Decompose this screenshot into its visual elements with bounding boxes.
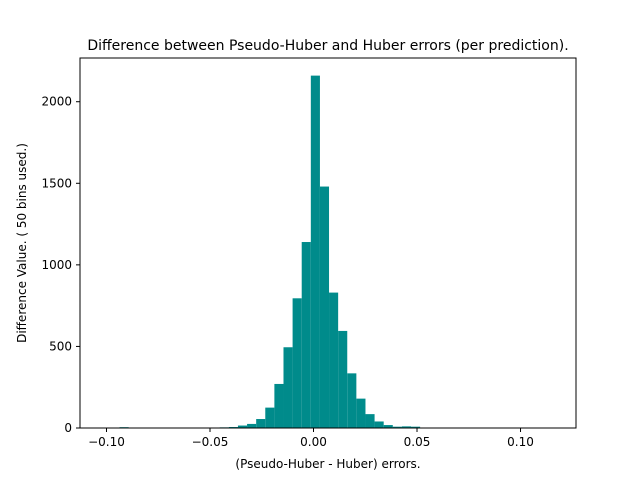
histogram-bar-27 bbox=[347, 373, 357, 428]
x-tick-label: −0.10 bbox=[88, 435, 125, 449]
histogram-bar-17 bbox=[256, 419, 266, 428]
x-tick-label: 0.00 bbox=[300, 435, 327, 449]
y-tick-label: 1000 bbox=[41, 258, 72, 272]
histogram-bar-20 bbox=[283, 347, 293, 428]
y-tick-label: 2000 bbox=[41, 95, 72, 109]
histogram-bar-21 bbox=[292, 298, 302, 428]
y-tick-label: 500 bbox=[49, 339, 72, 353]
histogram-bar-29 bbox=[365, 414, 375, 428]
x-axis-ticks: −0.10 −0.05 0.00 0.05 0.10 bbox=[88, 428, 534, 449]
histogram-bar-23 bbox=[310, 75, 320, 429]
x-tick-label: 0.10 bbox=[507, 435, 534, 449]
x-tick-label: −0.05 bbox=[192, 435, 229, 449]
histogram-bar-19 bbox=[274, 383, 284, 428]
x-axis-label: (Pseudo-Huber - Huber) errors. bbox=[235, 457, 420, 471]
histogram-bar-24 bbox=[319, 186, 330, 428]
y-axis-label: Difference Value. ( 50 bins used.) bbox=[15, 143, 29, 343]
plot-frame bbox=[79, 57, 577, 429]
chart-title: Difference between Pseudo-Huber and Hube… bbox=[87, 38, 568, 54]
histogram-bar-26 bbox=[338, 330, 348, 428]
histogram-bar-32 bbox=[392, 426, 402, 428]
histogram-bar-28 bbox=[356, 398, 366, 428]
histogram-bar-33 bbox=[401, 426, 412, 428]
histogram-bar-22 bbox=[301, 242, 311, 428]
y-tick-label: 1500 bbox=[41, 176, 72, 190]
y-tick-label: 0 bbox=[64, 421, 72, 435]
histogram-bar-16 bbox=[247, 423, 257, 428]
histogram-bar-25 bbox=[329, 292, 339, 428]
histogram-bar-30 bbox=[374, 421, 384, 428]
y-axis-ticks: 0 500 1000 1500 2000 bbox=[41, 95, 80, 435]
histogram-bar-34 bbox=[411, 426, 421, 428]
x-tick-label: 0.05 bbox=[404, 435, 431, 449]
histogram-bar-15 bbox=[237, 425, 248, 428]
histogram-bars bbox=[119, 75, 421, 429]
histogram-bar-18 bbox=[265, 407, 275, 428]
histogram-bar-31 bbox=[383, 425, 393, 428]
